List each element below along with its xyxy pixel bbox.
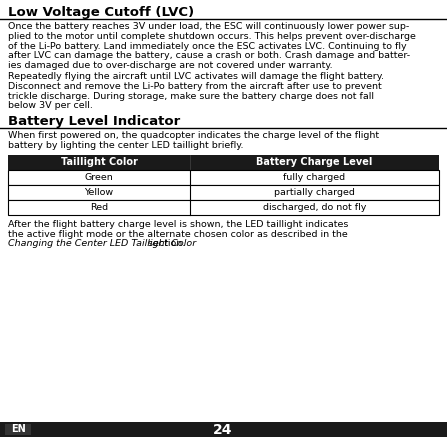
Text: section.: section.: [145, 239, 186, 248]
Text: Changing the Center LED Taillight Color: Changing the Center LED Taillight Color: [8, 239, 196, 248]
Text: Disconnect and remove the Li-Po battery from the aircraft after use to prevent: Disconnect and remove the Li-Po battery …: [8, 82, 382, 91]
FancyBboxPatch shape: [0, 422, 447, 437]
Text: EN: EN: [11, 424, 25, 434]
Text: Taillight Color: Taillight Color: [60, 157, 137, 167]
Text: fully charged: fully charged: [283, 173, 346, 182]
Text: Repeatedly flying the aircraft until LVC activates will damage the flight batter: Repeatedly flying the aircraft until LVC…: [8, 72, 384, 81]
Text: When first powered on, the quadcopter indicates the charge level of the flight: When first powered on, the quadcopter in…: [8, 131, 379, 140]
Text: Once the battery reaches 3V under load, the ESC will continuously lower power su: Once the battery reaches 3V under load, …: [8, 22, 409, 31]
Text: below 3V per cell.: below 3V per cell.: [8, 101, 93, 111]
FancyBboxPatch shape: [8, 200, 439, 215]
Text: 24: 24: [213, 423, 233, 437]
Text: Battery Level Indicator: Battery Level Indicator: [8, 115, 180, 128]
Text: the active flight mode or the alternate chosen color as described in the: the active flight mode or the alternate …: [8, 229, 348, 239]
Text: Battery Charge Level: Battery Charge Level: [256, 157, 373, 167]
Text: trickle discharge. During storage, make sure the battery charge does not fall: trickle discharge. During storage, make …: [8, 92, 374, 101]
Text: discharged, do not fly: discharged, do not fly: [263, 203, 366, 212]
Text: Yellow: Yellow: [84, 188, 114, 197]
Text: partially charged: partially charged: [274, 188, 355, 197]
Text: ies damaged due to over-discharge are not covered under warranty.: ies damaged due to over-discharge are no…: [8, 61, 333, 70]
Text: plied to the motor until complete shutdown occurs. This helps prevent over-disch: plied to the motor until complete shutdo…: [8, 32, 416, 41]
Text: battery by lighting the center LED taillight briefly.: battery by lighting the center LED taill…: [8, 141, 244, 150]
Text: Low Voltage Cutoff (LVC): Low Voltage Cutoff (LVC): [8, 6, 194, 19]
Text: After the flight battery charge level is shown, the LED taillight indicates: After the flight battery charge level is…: [8, 220, 348, 229]
Text: Green: Green: [84, 173, 114, 182]
FancyBboxPatch shape: [8, 185, 439, 200]
Text: of the Li-Po battery. Land immediately once the ESC activates LVC. Continuing to: of the Li-Po battery. Land immediately o…: [8, 42, 407, 51]
FancyBboxPatch shape: [5, 424, 31, 435]
FancyBboxPatch shape: [8, 155, 439, 170]
Text: Red: Red: [90, 203, 108, 212]
FancyBboxPatch shape: [8, 170, 439, 185]
Text: after LVC can damage the battery, cause a crash or both. Crash damage and batter: after LVC can damage the battery, cause …: [8, 52, 410, 60]
